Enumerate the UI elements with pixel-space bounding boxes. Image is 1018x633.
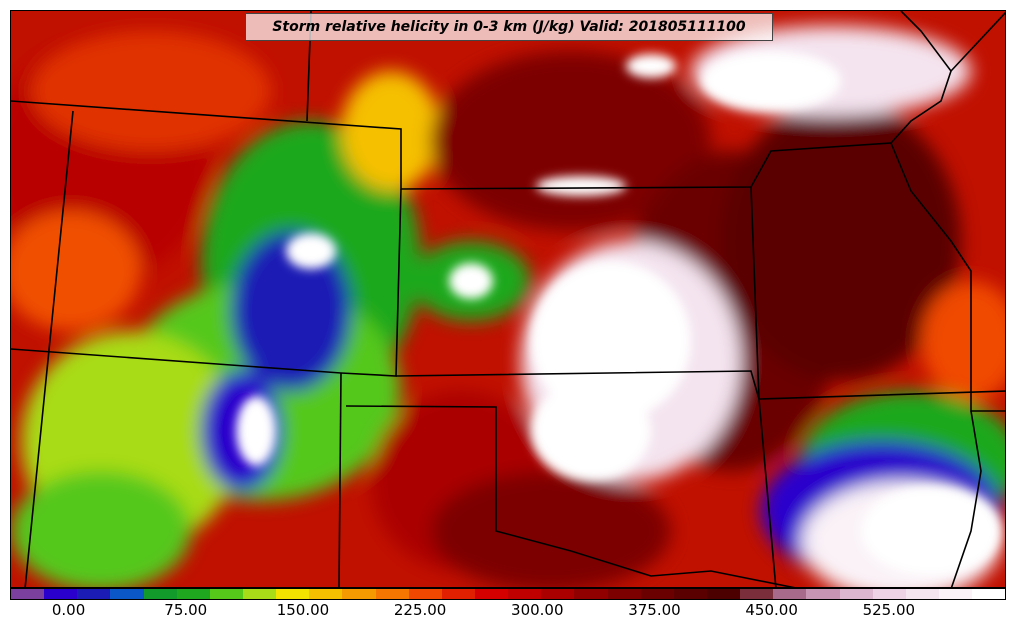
colorbar-swatch — [408, 589, 442, 599]
colorbar-swatch — [640, 589, 674, 599]
colorbar-swatch — [541, 589, 575, 599]
state-borders — [11, 11, 1005, 587]
colorbar-swatch — [706, 589, 741, 599]
colorbar-swatch — [44, 589, 78, 599]
colorbar-swatch — [972, 589, 1006, 599]
colorbar-swatch — [143, 589, 177, 599]
colorbar-swatch — [872, 589, 906, 599]
helicity-highlights — [236, 51, 1001, 576]
colorbar-swatch — [176, 589, 210, 599]
colorbar-swatch — [740, 589, 774, 599]
colorbar-tick-label: 150.00 — [276, 601, 330, 619]
colorbar-swatch — [607, 589, 641, 599]
colorbar-swatch — [574, 589, 608, 599]
colorbar-swatch — [309, 589, 343, 599]
colorbar-swatch — [839, 589, 873, 599]
helicity-map — [11, 11, 1005, 587]
colorbar-tick-label: 75.00 — [164, 601, 208, 619]
colorbar-tick-label: 0.00 — [51, 601, 86, 619]
colorbar-swatch — [110, 589, 144, 599]
colorbar-tick-labels: 0.00 75.00 150.00 225.00 300.00 375.00 450.00 5… — [10, 601, 1006, 627]
colorbar-tick-label: 375.00 — [628, 601, 681, 619]
colorbar-swatch — [474, 589, 509, 599]
colorbar-swatch — [773, 589, 807, 599]
colorbar-swatch — [209, 589, 243, 599]
colorbar-tick-label: 450.00 — [745, 601, 798, 619]
colorbar-tick-label: 300.00 — [511, 601, 564, 619]
colorbar-swatch — [77, 589, 111, 599]
colorbar-swatch — [441, 589, 475, 599]
colorbar-tick-label: 225.00 — [393, 601, 447, 619]
colorbar-swatch — [806, 589, 840, 599]
map-title: Storm relative helicity in 0-3 km (J/kg)… — [245, 13, 773, 41]
colorbar-swatch — [242, 589, 277, 599]
colorbar-swatch — [673, 589, 707, 599]
colorbar-swatch — [276, 589, 310, 599]
colorbar — [10, 588, 1006, 600]
colorbar-swatch — [342, 589, 376, 599]
colorbar-swatch — [375, 589, 409, 599]
colorbar-swatch — [905, 589, 939, 599]
colorbar-swatch — [938, 589, 973, 599]
map-panel — [10, 10, 1006, 588]
colorbar-swatch — [11, 589, 45, 599]
colorbar-tick-label: 525.00 — [862, 601, 916, 619]
colorbar-swatch — [508, 589, 542, 599]
